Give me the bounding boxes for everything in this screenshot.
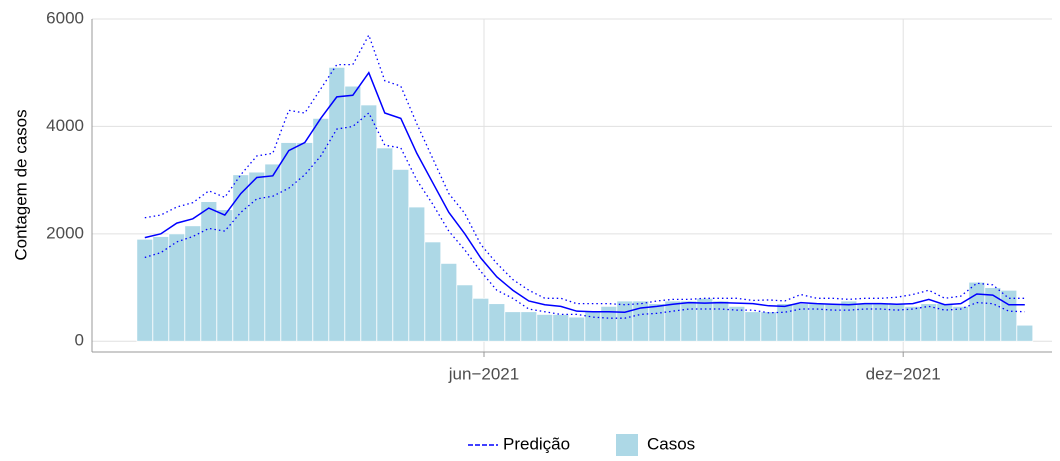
bar xyxy=(424,241,442,342)
lower-bound-line xyxy=(144,111,1025,319)
bar xyxy=(392,168,410,342)
bar xyxy=(712,300,730,342)
bar xyxy=(536,314,554,342)
bar xyxy=(552,314,570,342)
bar xyxy=(1016,324,1034,342)
bar xyxy=(248,171,266,342)
bar xyxy=(760,311,778,342)
bar xyxy=(664,300,682,342)
y-axis-label: Contagem de casos xyxy=(11,109,30,260)
bar xyxy=(456,284,474,342)
bar xyxy=(472,297,490,342)
bar xyxy=(904,305,922,342)
bar xyxy=(200,201,218,342)
bar xyxy=(184,225,202,342)
bar xyxy=(968,281,986,342)
bar xyxy=(264,163,282,342)
bar xyxy=(408,206,426,342)
bar xyxy=(696,297,714,342)
y-tick-label: 4000 xyxy=(46,116,84,135)
bar xyxy=(616,300,634,342)
bar xyxy=(376,147,394,342)
bar xyxy=(488,303,506,342)
y-tick-label: 2000 xyxy=(46,223,84,242)
bar xyxy=(360,104,378,342)
bar xyxy=(280,142,298,342)
bar xyxy=(584,311,602,342)
legend-label: Predição xyxy=(503,434,570,453)
bar xyxy=(840,300,858,342)
bar xyxy=(920,303,938,342)
bar xyxy=(504,311,522,342)
bar xyxy=(648,303,666,342)
bar xyxy=(728,305,746,342)
bar xyxy=(440,262,458,342)
bar xyxy=(312,117,330,342)
bar xyxy=(520,311,538,342)
bar xyxy=(744,311,762,342)
upper-bound-line xyxy=(144,33,1025,306)
bar xyxy=(792,303,810,342)
bar xyxy=(680,300,698,342)
legend-label: Casos xyxy=(647,434,695,453)
bar xyxy=(216,209,234,342)
bar xyxy=(952,305,970,342)
bar xyxy=(168,233,186,342)
bar xyxy=(152,236,170,342)
bar xyxy=(328,66,346,342)
x-tick-label: jun−2021 xyxy=(448,364,519,383)
bar xyxy=(136,238,154,342)
y-tick-label: 6000 xyxy=(46,8,84,27)
bar xyxy=(776,303,794,342)
y-tick-label: 0 xyxy=(75,331,84,350)
bar xyxy=(232,174,250,342)
bar xyxy=(856,303,874,342)
bar xyxy=(296,142,314,342)
bar xyxy=(344,85,362,342)
prediction-line xyxy=(144,71,1025,314)
x-tick-label: dez−2021 xyxy=(866,364,941,383)
bar xyxy=(568,316,586,342)
legend-swatch xyxy=(616,434,638,456)
bar xyxy=(936,303,954,342)
